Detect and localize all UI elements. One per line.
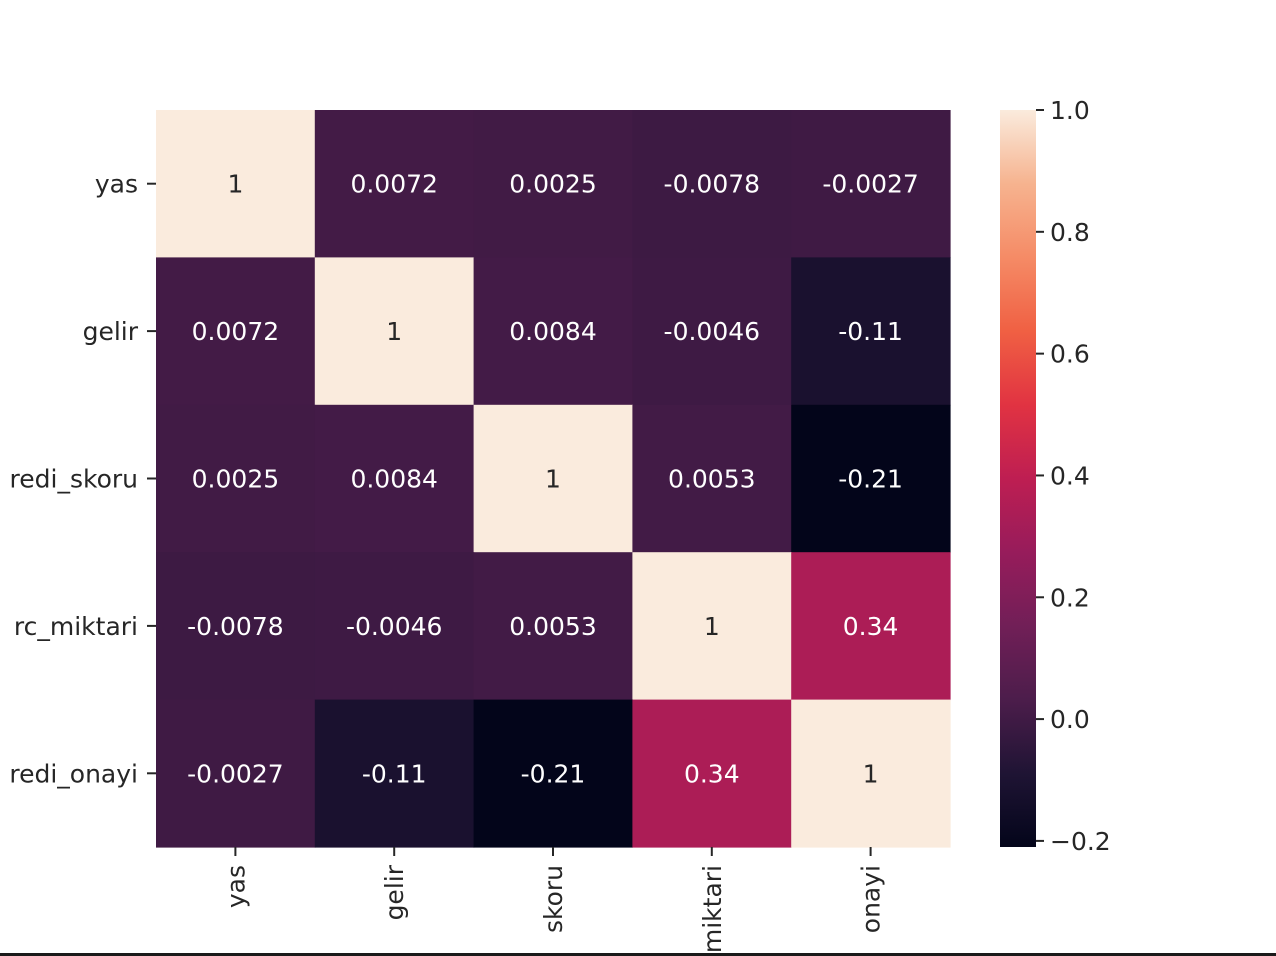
cell-annotation-r0-c2: 0.0025 [509,170,596,199]
heatmap-annotations: 1 0.0072 0.0025 -0.0078 -0.0027 0.0072 1 0.0084… [187,170,919,789]
heatmap-cell-r3-c3 [632,552,792,701]
colorbar-tick-label: 0.6 [1050,340,1090,369]
cell-annotation-r1-c0: 0.0072 [192,317,279,346]
x-tick-label: onayi [857,865,886,933]
cell-annotation-r4-c2: -0.21 [521,759,586,788]
heatmap-cell-r4-c4 [791,699,951,848]
cell-annotation-r3-c3: 1 [704,612,720,641]
heatmap-cell-r1-c3 [632,257,792,406]
heatmap-cell-r0-c2 [473,110,633,258]
y-tick-label: redi_onayi [9,759,138,788]
x-tick-label: gelir [380,864,409,920]
colorbar-gradient [1000,110,1036,847]
y-axis-ticks: yas gelir redi_skoru rc_miktari redi_onayi [9,170,156,788]
y-tick-label: yas [95,170,138,199]
x-axis-ticks: yas gelir skoru miktari onayi [221,847,886,953]
heatmap-cell-r2-c3 [632,404,792,553]
heatmap-cell-r3-c0 [156,552,316,701]
heatmap-cell-r0-c0 [156,110,316,258]
x-tick-label: yas [221,865,250,908]
heatmap-cell-r3-c2 [473,552,633,701]
colorbar-tick-label: 1.0 [1050,96,1090,125]
heatmap-cell-r2-c0 [156,404,316,553]
cell-annotation-r4-c1: -0.11 [362,759,427,788]
cell-annotation-r4-c0: -0.0027 [187,759,284,788]
cell-annotation-r1-c2: 0.0084 [509,317,596,346]
cell-annotation-r0-c0: 1 [227,170,243,199]
heatmap-cell-r2-c1 [314,404,475,553]
colorbar: 1.0 0.8 0.6 0.4 0.2 0.0 −0.2 [1000,96,1111,856]
y-tick-label: redi_skoru [10,465,138,494]
heatmap-cell-r2-c4 [791,404,951,553]
x-tick-label: skoru [539,865,568,933]
y-tick-label: rc_miktari [14,612,138,641]
cell-annotation-r3-c2: 0.0053 [509,612,596,641]
heatmap-cell-r4-c2 [473,699,633,848]
cell-annotation-r2-c4: -0.21 [838,465,903,494]
heatmap-cell-r0-c3 [632,110,792,258]
heatmap-cell-r4-c0 [156,699,316,848]
cell-annotation-r2-c3: 0.0053 [668,465,755,494]
colorbar-tick-label: 0.8 [1050,218,1090,247]
cell-annotation-r4-c3: 0.34 [684,759,740,788]
colorbar-tick-label: 0.0 [1050,705,1090,734]
colorbar-tick-label: 0.2 [1050,583,1090,612]
cell-annotation-r4-c4: 1 [863,759,879,788]
cell-annotation-r2-c1: 0.0084 [350,465,437,494]
heatmap-cell-r1-c2 [473,257,633,406]
colorbar-tick-label: −0.2 [1050,827,1111,856]
cell-annotation-r3-c4: 0.34 [843,612,899,641]
cell-annotation-r1-c1: 1 [386,317,402,346]
cell-annotation-r1-c4: -0.11 [838,317,903,346]
colorbar-tick-label: 0.4 [1050,461,1090,490]
heatmap-cells [156,110,951,848]
heatmap-cell-r1-c0 [156,257,316,406]
cell-annotation-r0-c1: 0.0072 [350,170,437,199]
heatmap-cell-r1-c1 [314,257,475,406]
y-tick-label: gelir [83,317,139,346]
heatmap-cell-r0-c1 [314,110,475,258]
cell-annotation-r1-c3: -0.0046 [664,317,761,346]
bottom-border [0,953,1276,956]
cell-annotation-r3-c0: -0.0078 [187,612,284,641]
cell-annotation-r0-c4: -0.0027 [822,170,919,199]
heatmap-cell-r3-c4 [791,552,951,701]
heatmap-cell-r2-c2 [473,404,633,553]
cell-annotation-r3-c1: -0.0046 [346,612,443,641]
x-tick-label: miktari [698,865,727,953]
cell-annotation-r2-c2: 1 [545,465,561,494]
heatmap-cell-r0-c4 [791,110,951,258]
cell-annotation-r2-c0: 0.0025 [192,465,279,494]
heatmap-cell-r4-c1 [314,699,475,848]
heatmap-cell-r4-c3 [632,699,792,848]
cell-annotation-r0-c3: -0.0078 [664,170,761,199]
heatmap-cell-r3-c1 [314,552,475,701]
heatmap-cell-r1-c4 [791,257,951,406]
